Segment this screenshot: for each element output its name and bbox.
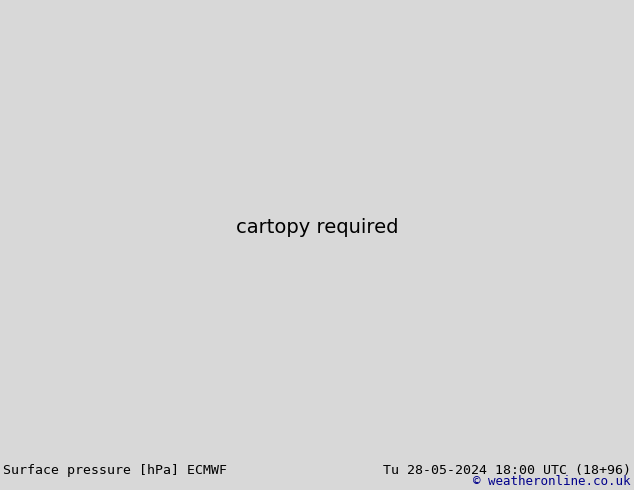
Text: Tu 28-05-2024 18:00 UTC (18+96): Tu 28-05-2024 18:00 UTC (18+96) [383,464,631,477]
Text: © weatheronline.co.uk: © weatheronline.co.uk [474,475,631,488]
Text: cartopy required: cartopy required [236,218,398,237]
Text: Surface pressure [hPa] ECMWF: Surface pressure [hPa] ECMWF [3,464,227,477]
